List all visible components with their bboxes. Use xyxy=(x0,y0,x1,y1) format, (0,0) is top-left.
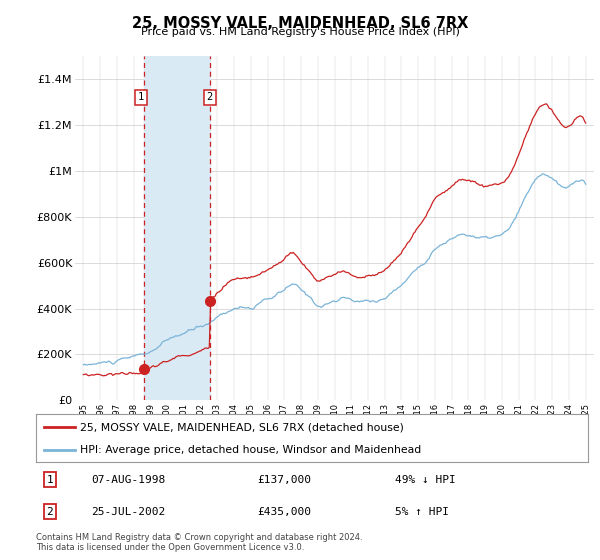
Text: 2: 2 xyxy=(206,92,213,102)
Text: £137,000: £137,000 xyxy=(257,475,311,484)
Text: 07-AUG-1998: 07-AUG-1998 xyxy=(91,475,166,484)
Text: 25, MOSSY VALE, MAIDENHEAD, SL6 7RX (detached house): 25, MOSSY VALE, MAIDENHEAD, SL6 7RX (det… xyxy=(80,422,404,432)
Text: 25-JUL-2002: 25-JUL-2002 xyxy=(91,507,166,517)
Text: 5% ↑ HPI: 5% ↑ HPI xyxy=(395,507,449,517)
Bar xyxy=(143,56,210,400)
Text: 25, MOSSY VALE, MAIDENHEAD, SL6 7RX: 25, MOSSY VALE, MAIDENHEAD, SL6 7RX xyxy=(132,16,468,31)
Text: Price paid vs. HM Land Registry's House Price Index (HPI): Price paid vs. HM Land Registry's House … xyxy=(140,27,460,37)
Text: 1: 1 xyxy=(46,475,53,484)
Text: 2: 2 xyxy=(46,507,53,517)
Text: 49% ↓ HPI: 49% ↓ HPI xyxy=(395,475,455,484)
Text: HPI: Average price, detached house, Windsor and Maidenhead: HPI: Average price, detached house, Wind… xyxy=(80,445,421,455)
Text: £435,000: £435,000 xyxy=(257,507,311,517)
Text: Contains HM Land Registry data © Crown copyright and database right 2024.: Contains HM Land Registry data © Crown c… xyxy=(36,533,362,542)
Text: 1: 1 xyxy=(138,92,144,102)
Text: This data is licensed under the Open Government Licence v3.0.: This data is licensed under the Open Gov… xyxy=(36,543,304,552)
